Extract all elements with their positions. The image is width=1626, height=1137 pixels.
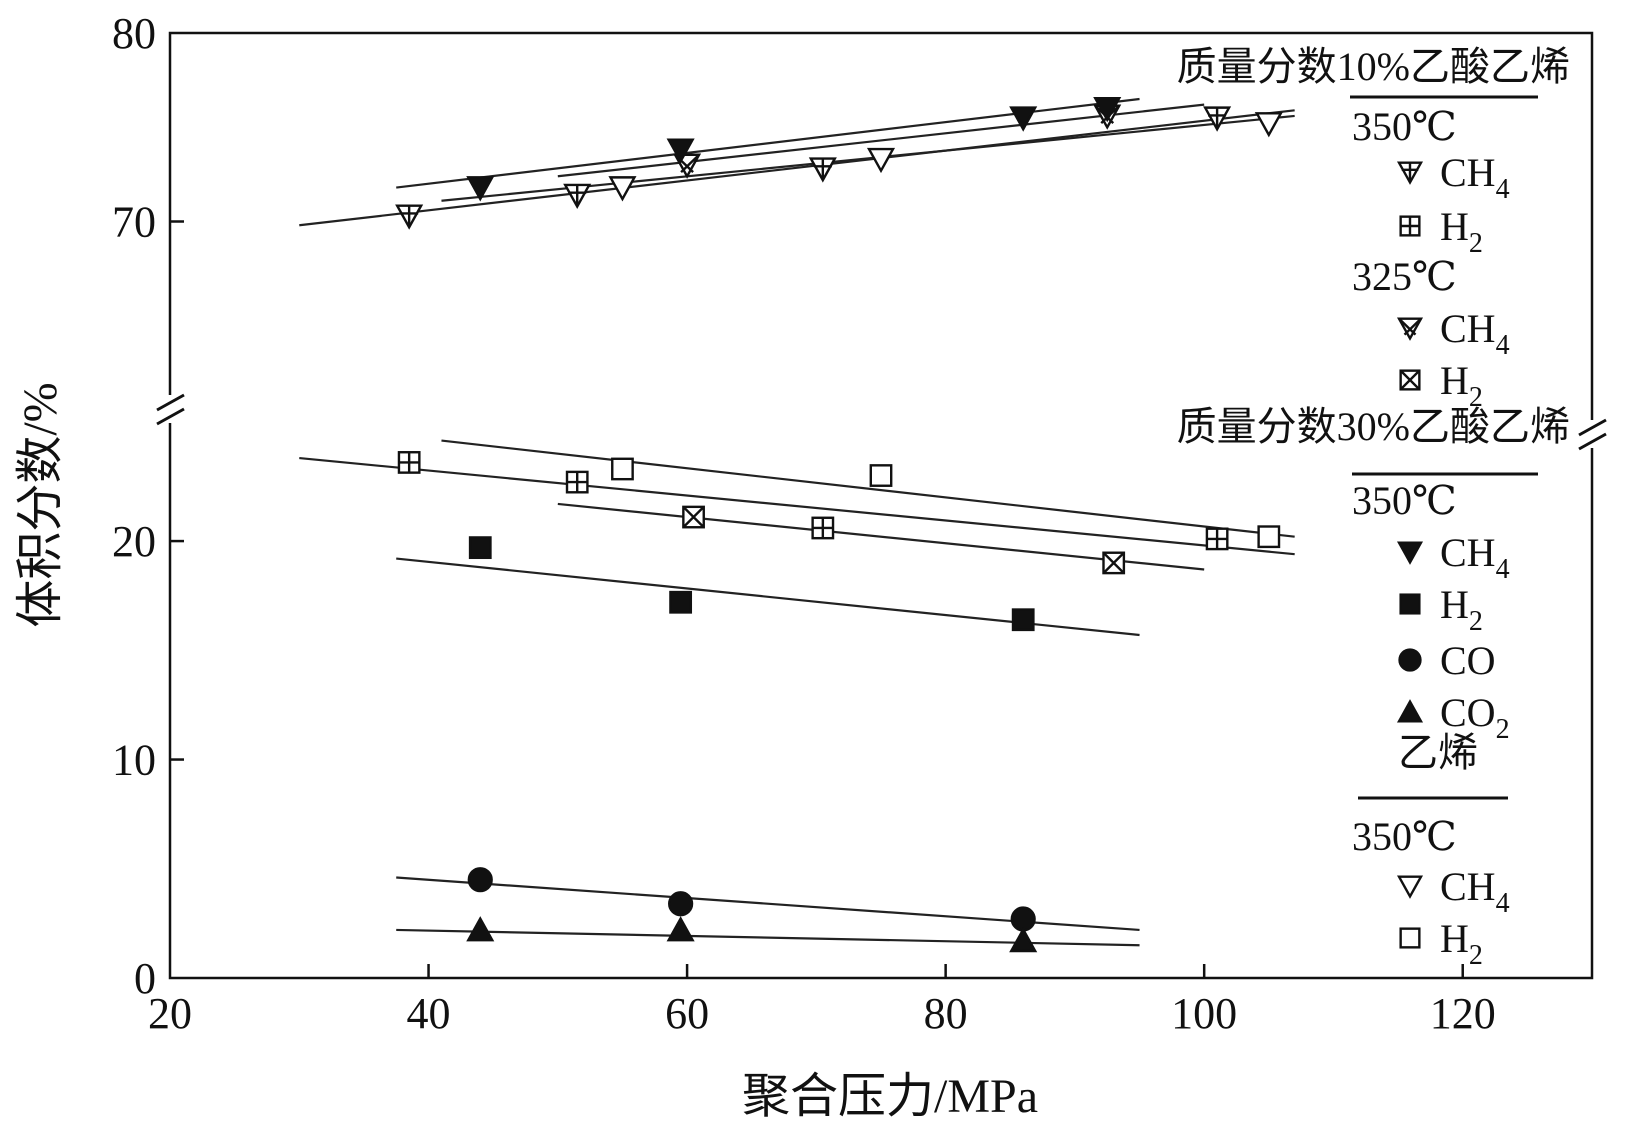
fit-line — [299, 109, 1295, 227]
legend-temperature: 350℃ — [1352, 814, 1457, 859]
legend-entry: CH4 — [1396, 150, 1510, 205]
legend-label: CH4 — [1440, 530, 1510, 585]
data-point — [1011, 608, 1035, 632]
x-tick-label: 20 — [148, 989, 192, 1038]
legend-label: CH4 — [1440, 306, 1510, 361]
data-point — [563, 183, 592, 209]
legend-label: CO — [1440, 638, 1496, 683]
legend-entry: CH4 — [1396, 864, 1510, 919]
legend-entry: H2 — [1399, 582, 1483, 637]
data-point — [608, 176, 637, 202]
legend-marker — [1396, 699, 1424, 723]
legend-marker — [1396, 875, 1424, 899]
data-point — [869, 464, 893, 487]
y-tick-label: 20 — [112, 517, 156, 566]
legend-heading: 乙烯 — [1398, 730, 1478, 775]
axis-break-right — [1578, 418, 1607, 451]
x-axis-ticks: 20 40 60 80 100 120 — [148, 964, 1496, 1038]
data-markers — [395, 96, 1283, 953]
data-point — [1203, 106, 1232, 132]
y-tick-label: 0 — [134, 954, 156, 1003]
x-tick-label: 100 — [1171, 989, 1237, 1038]
data-point — [669, 590, 693, 614]
x-tick-label: 80 — [924, 989, 968, 1038]
legend-temperature: 325℃ — [1352, 254, 1457, 299]
legend-label: CH4 — [1440, 150, 1510, 205]
fit-lines — [299, 97, 1295, 947]
y-axis-ticks: 0 10 20 70 80 — [112, 9, 184, 1003]
fit-line — [441, 439, 1295, 538]
data-point — [565, 470, 589, 494]
legend-entry: CH4 — [1396, 530, 1510, 585]
x-tick-label: 60 — [665, 989, 709, 1038]
legend-marker — [1399, 593, 1421, 615]
legend-entry: H2 — [1399, 916, 1483, 971]
data-point — [611, 457, 634, 481]
data-point — [1257, 525, 1281, 549]
legend-marker — [1399, 215, 1421, 237]
data-point — [1009, 106, 1038, 132]
legend: 质量分数10%乙酸乙烯350℃CH4H2325℃CH4H2质量分数30%乙酸乙烯… — [1177, 44, 1570, 971]
legend-entry: H2 — [1399, 358, 1483, 413]
y-tick-label: 10 — [112, 736, 156, 785]
legend-heading: 质量分数10%乙酸乙烯 — [1177, 44, 1570, 89]
data-point — [466, 916, 495, 942]
data-point — [808, 157, 837, 183]
data-point — [682, 505, 705, 529]
data-point — [1102, 551, 1126, 575]
legend-marker — [1396, 317, 1424, 341]
data-point — [866, 147, 896, 174]
legend-marker — [1396, 161, 1424, 185]
y-tick-label: 80 — [112, 9, 156, 58]
plot-frame — [168, 31, 1594, 980]
legend-entry: CO — [1398, 638, 1496, 683]
data-point — [1009, 926, 1038, 953]
fit-line — [299, 456, 1295, 556]
y-axis-title: 体积分数/% — [14, 382, 67, 627]
data-point — [468, 536, 492, 560]
data-point — [1254, 112, 1283, 138]
x-tick-label: 120 — [1430, 989, 1496, 1038]
axis-break-left — [156, 393, 185, 426]
legend-marker — [1396, 541, 1424, 565]
legend-heading: 质量分数30%乙酸乙烯 — [1177, 404, 1570, 449]
data-point — [666, 916, 695, 942]
fit-line — [557, 502, 1205, 571]
y-tick-label: 70 — [112, 198, 156, 247]
data-point — [666, 138, 695, 164]
legend-entry: CO2 — [1396, 690, 1510, 745]
legend-label: CO2 — [1440, 690, 1510, 745]
legend-label: H2 — [1440, 916, 1483, 971]
legend-label: H2 — [1440, 358, 1483, 413]
legend-label: H2 — [1440, 204, 1483, 259]
data-point — [397, 451, 421, 474]
data-point — [466, 176, 495, 202]
legend-entry: H2 — [1399, 204, 1483, 259]
x-tick-label: 40 — [407, 989, 451, 1038]
legend-label: H2 — [1440, 582, 1483, 637]
legend-temperature: 350℃ — [1352, 478, 1457, 523]
data-point — [1205, 527, 1229, 551]
legend-marker — [1398, 648, 1422, 672]
legend-marker — [1399, 927, 1421, 949]
x-axis-title: 聚合压力/MPa — [742, 1070, 1038, 1123]
legend-marker — [1399, 369, 1421, 391]
data-point — [1093, 96, 1122, 123]
fit-line — [557, 103, 1205, 178]
data-point — [811, 516, 835, 540]
data-point — [668, 891, 694, 917]
data-point — [395, 204, 424, 230]
legend-entry: CH4 — [1396, 306, 1510, 361]
data-point — [467, 867, 493, 893]
legend-temperature: 350℃ — [1352, 104, 1457, 149]
legend-label: CH4 — [1440, 864, 1510, 919]
